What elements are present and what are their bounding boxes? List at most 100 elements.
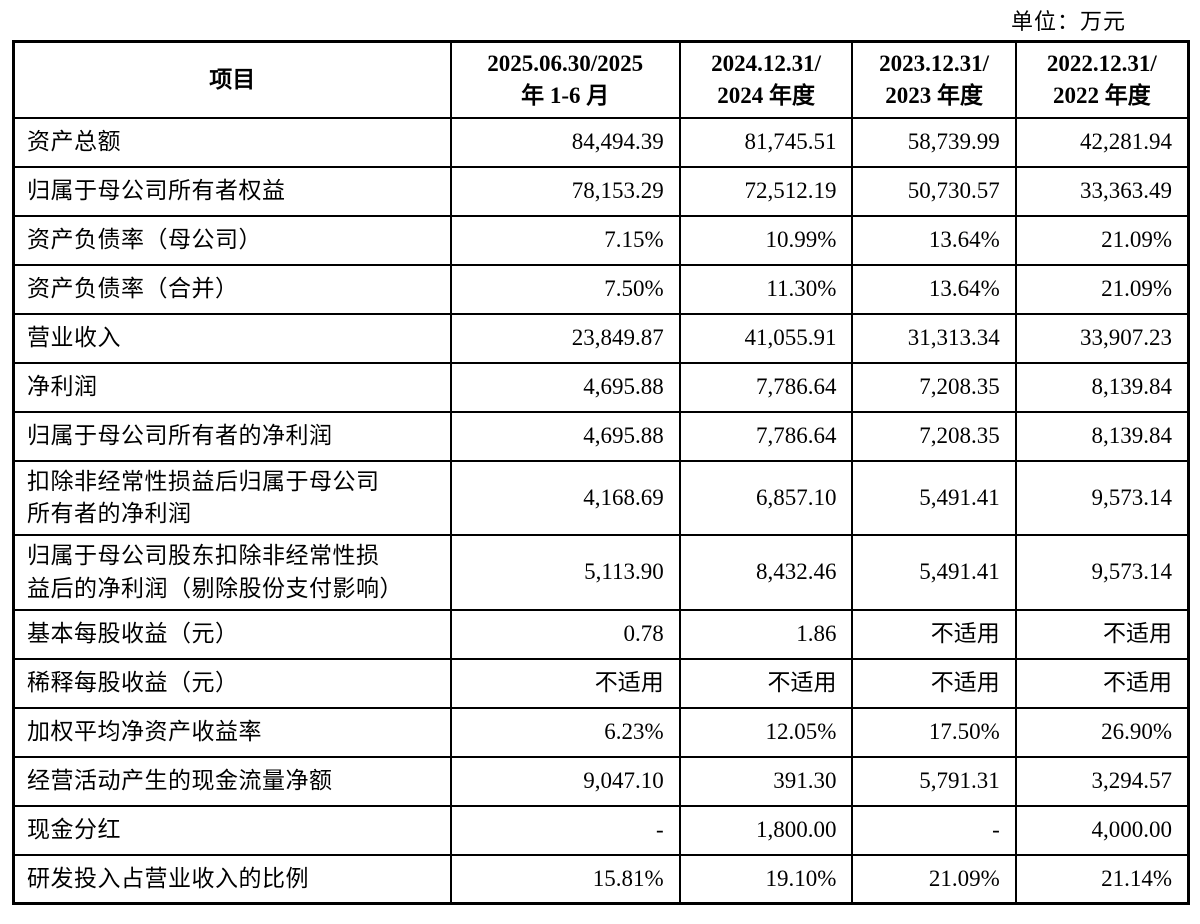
table-row-basic-eps: 基本每股收益（元） 0.78 1.86 不适用 不适用 [12,608,1190,660]
table-row-parent-equity: 归属于母公司所有者权益 78,153.29 72,512.19 50,730.5… [12,166,1190,217]
row-label: 归属于母公司股东扣除非经常性损 益后的净利润（剔除股份支付影响） [12,534,452,611]
cell-value: 6.23% [449,706,681,758]
row-label: 营业收入 [12,313,452,364]
cell-value: 21.14% [1014,853,1190,905]
header-row: 项目 2025.06.30/2025 年 1-6 月 2024.12.31/ 2… [12,40,1190,119]
unit-label-row: 单位：万元 [0,0,1188,40]
cell-value: 10.99% [678,215,854,266]
cell-value: 5,113.90 [449,534,681,611]
cell-value: 33,363.49 [1014,166,1190,217]
cell-value: 23,849.87 [449,313,681,364]
col-header-2024: 2024.12.31/ 2024 年度 [678,40,854,119]
cell-value: 7.15% [449,215,681,266]
row-label: 稀释每股收益（元） [12,657,452,709]
row-label: 归属于母公司所有者的净利润 [12,411,452,462]
col-header-2025h1: 2025.06.30/2025 年 1-6 月 [449,40,681,119]
cell-value: 42,281.94 [1014,117,1190,168]
cell-value: 6,857.10 [678,459,854,537]
cell-value: 9,573.14 [1014,534,1190,611]
cell-value: - [851,804,1017,856]
row-label: 净利润 [12,362,452,413]
cell-value: 4,695.88 [449,411,681,462]
cell-value: 391.30 [678,755,854,807]
table-row-cash-dividend: 现金分红 - 1,800.00 - 4,000.00 [12,804,1190,856]
cell-value: 33,907.23 [1014,313,1190,364]
cell-value: 81,745.51 [678,117,854,168]
cell-value: 不适用 [678,657,854,709]
row-label: 资产负债率（母公司） [12,215,452,266]
cell-value: 50,730.57 [851,166,1017,217]
cell-value: 21.09% [1014,264,1190,315]
cell-value: 8,432.46 [678,534,854,611]
cell-value: 7,208.35 [851,411,1017,462]
table-row-net-profit: 净利润 4,695.88 7,786.64 7,208.35 8,139.84 [12,362,1190,413]
cell-value: 17.50% [851,706,1017,758]
cell-value: 8,139.84 [1014,411,1190,462]
cell-value: 5,791.31 [851,755,1017,807]
unit-label: 单位：万元 [1010,9,1126,34]
row-label: 基本每股收益（元） [12,608,452,660]
row-label: 研发投入占营业收入的比例 [12,853,452,905]
table-row-weighted-roe: 加权平均净资产收益率 6.23% 12.05% 17.50% 26.90% [12,706,1190,758]
table-row-total-assets: 资产总额 84,494.39 81,745.51 58,739.99 42,28… [12,117,1190,168]
table-row-net-profit-excl-nonrecurring: 扣除非经常性损益后归属于母公司 所有者的净利润 4,168.69 6,857.1… [12,459,1190,537]
cell-value: - [449,804,681,856]
cell-value: 不适用 [1014,657,1190,709]
row-label: 经营活动产生的现金流量净额 [12,755,452,807]
cell-value: 7,786.64 [678,362,854,413]
row-label: 归属于母公司所有者权益 [12,166,452,217]
cell-value: 21.09% [1014,215,1190,266]
cell-value: 4,168.69 [449,459,681,537]
cell-value: 31,313.34 [851,313,1017,364]
cell-value: 不适用 [851,608,1017,660]
table-row-revenue: 营业收入 23,849.87 41,055.91 31,313.34 33,90… [12,313,1190,364]
table-row-debt-ratio-parent: 资产负债率（母公司） 7.15% 10.99% 13.64% 21.09% [12,215,1190,266]
cell-value: 8,139.84 [1014,362,1190,413]
cell-value: 3,294.57 [1014,755,1190,807]
cell-value: 78,153.29 [449,166,681,217]
cell-value: 9,573.14 [1014,459,1190,537]
table-row-net-profit-parent: 归属于母公司所有者的净利润 4,695.88 7,786.64 7,208.35… [12,411,1190,462]
table-row-rd-ratio: 研发投入占营业收入的比例 15.81% 19.10% 21.09% 21.14% [12,853,1190,905]
cell-value: 7.50% [449,264,681,315]
row-label: 资产总额 [12,117,452,168]
cell-value: 1.86 [678,608,854,660]
cell-value: 21.09% [851,853,1017,905]
table-row-net-profit-excl-sharepay: 归属于母公司股东扣除非经常性损 益后的净利润（剔除股份支付影响） 5,113.9… [12,534,1190,611]
cell-value: 不适用 [449,657,681,709]
cell-value: 5,491.41 [851,534,1017,611]
cell-value: 7,208.35 [851,362,1017,413]
cell-value: 13.64% [851,264,1017,315]
cell-value: 26.90% [1014,706,1190,758]
table-row-operating-cashflow: 经营活动产生的现金流量净额 9,047.10 391.30 5,791.31 3… [12,755,1190,807]
col-header-item: 项目 [12,40,452,119]
col-header-2023: 2023.12.31/ 2023 年度 [851,40,1017,119]
cell-value: 15.81% [449,853,681,905]
cell-value: 不适用 [1014,608,1190,660]
table-row-diluted-eps: 稀释每股收益（元） 不适用 不适用 不适用 不适用 [12,657,1190,709]
cell-value: 4,000.00 [1014,804,1190,856]
cell-value: 12.05% [678,706,854,758]
row-label: 扣除非经常性损益后归属于母公司 所有者的净利润 [12,459,452,537]
row-label: 现金分红 [12,804,452,856]
row-label: 资产负债率（合并） [12,264,452,315]
cell-value: 0.78 [449,608,681,660]
cell-value: 11.30% [678,264,854,315]
cell-value: 不适用 [851,657,1017,709]
col-header-2022: 2022.12.31/ 2022 年度 [1014,40,1190,119]
financial-indicators-table: 项目 2025.06.30/2025 年 1-6 月 2024.12.31/ 2… [12,40,1190,906]
cell-value: 9,047.10 [449,755,681,807]
row-label: 加权平均净资产收益率 [12,706,452,758]
cell-value: 84,494.39 [449,117,681,168]
cell-value: 72,512.19 [678,166,854,217]
cell-value: 4,695.88 [449,362,681,413]
cell-value: 13.64% [851,215,1017,266]
cell-value: 41,055.91 [678,313,854,364]
cell-value: 19.10% [678,853,854,905]
cell-value: 1,800.00 [678,804,854,856]
cell-value: 58,739.99 [851,117,1017,168]
cell-value: 7,786.64 [678,411,854,462]
table-row-debt-ratio-consolidated: 资产负债率（合并） 7.50% 11.30% 13.64% 21.09% [12,264,1190,315]
cell-value: 5,491.41 [851,459,1017,537]
